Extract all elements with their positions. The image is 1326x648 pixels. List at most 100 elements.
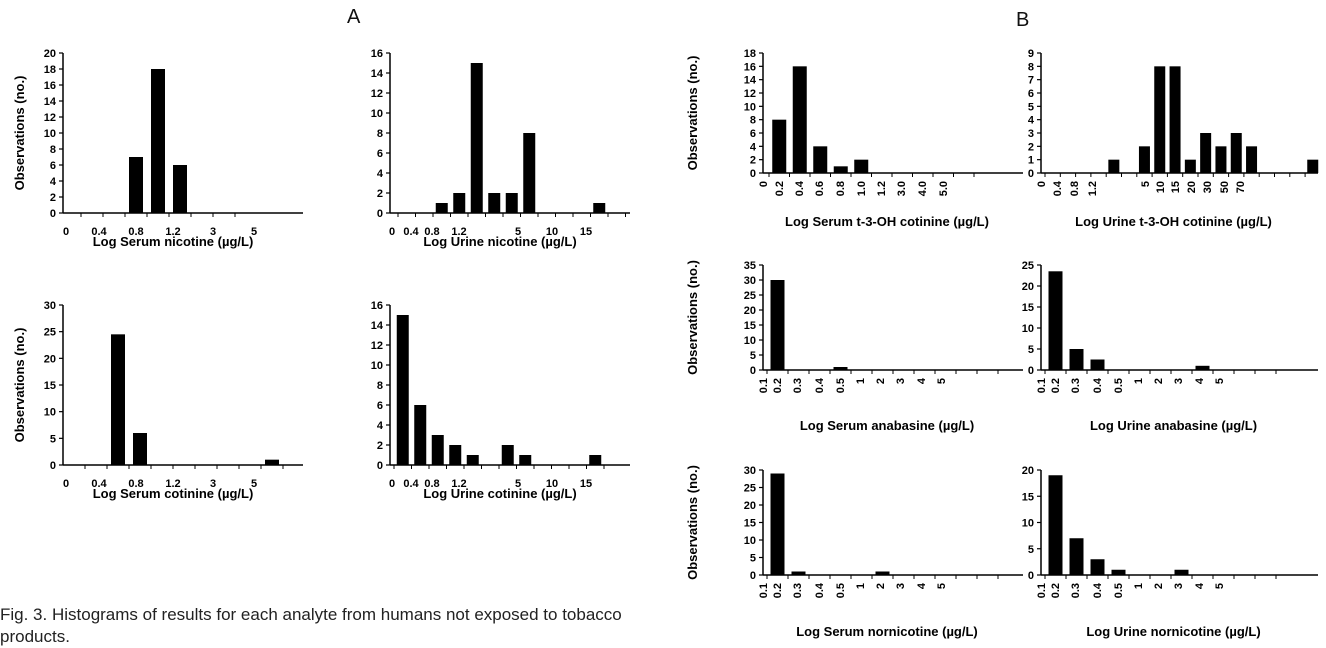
x-tick-label: 1.2 [165,478,180,490]
x-tick-label: 1 [855,583,867,589]
x-axis-label: Log Serum cotinine (µg/L) [93,486,254,501]
y-tick-label: 10 [371,360,383,372]
histogram-chart: 0 5 10 15 20 25 30 0.1 0.2 0.3 0.4 0.5 1 2 3 4 5 Log Seru… [685,465,1023,639]
histogram-bar [791,571,806,575]
x-tick-label: 5.0 [938,181,950,196]
x-tick-label: 0.3 [792,583,804,598]
histogram-bar [488,193,501,213]
x-tick-label: 50 [1219,181,1231,193]
x-tick-label: 0.1 [1036,583,1048,598]
y-axis-label: Observations (no.) [685,465,700,580]
y-tick-label: 0 [377,460,383,472]
histogram-bar [129,157,143,213]
histogram-bar [133,433,147,465]
x-tick-label: 0.2 [772,378,784,393]
y-tick-label: 8 [377,380,383,392]
histogram-bar [435,203,448,213]
y-tick-label: 2 [750,155,756,167]
x-tick-label: 4 [916,377,928,384]
y-tick-label: 10 [744,101,756,113]
x-tick-label: 0.1 [758,378,770,393]
x-tick-label: 0.1 [758,583,770,598]
y-tick-label: 8 [1028,61,1034,73]
y-tick-label: 20 [1022,281,1034,293]
histogram-bar [1138,146,1150,173]
x-tick-label: 2 [875,378,887,384]
y-tick-label: 25 [44,327,56,339]
y-tick-label: 0 [1028,365,1034,377]
histogram-bar [813,146,828,173]
x-tick-label: 5 [936,583,948,589]
y-tick-label: 30 [744,275,756,287]
x-tick-label: 3 [210,226,216,238]
x-tick-label: 0.4 [1092,582,1104,598]
y-tick-label: 5 [1028,544,1034,556]
y-axis-label: Observations (no.) [12,76,27,191]
y-axis-label: Observations (no.) [12,328,27,443]
histogram-bar [1246,146,1258,173]
x-tick-label: 0.5 [1113,378,1125,393]
y-tick-label: 15 [44,380,56,392]
histogram-bar [1048,475,1063,575]
x-tick-label: 1 [1133,378,1145,384]
x-tick-label: 5 [515,478,521,490]
y-tick-label: 4 [377,168,384,180]
histogram-bar [396,315,409,465]
x-axis-label: Log Urine nornicotine (µg/L) [1086,624,1260,639]
histogram-bar [501,445,514,465]
histogram-bar [1195,365,1210,370]
y-tick-label: 0 [1028,168,1034,180]
histogram-bar [431,435,444,465]
y-tick-label: 8 [750,115,756,127]
y-tick-label: 6 [377,148,383,160]
y-tick-label: 12 [44,112,56,124]
y-tick-label: 10 [44,128,56,140]
x-tick-label: 1.2 [451,226,466,238]
histogram-bar [519,455,532,465]
x-tick-label: 15 [580,226,592,238]
x-tick-label: 15 [1170,181,1182,193]
x-tick-label: 4.0 [917,181,929,196]
x-tick-label: 4 [1194,377,1206,384]
y-tick-label: 10 [1022,518,1034,530]
y-axis-label: Observations (no.) [685,260,700,375]
y-tick-label: 20 [744,305,756,317]
y-tick-label: 2 [50,192,56,204]
x-tick-label: 0.6 [814,181,826,196]
y-tick-label: 14 [44,96,57,108]
x-axis-label: Log Urine anabasine (µg/L) [1090,418,1257,433]
y-tick-label: 0 [1028,570,1034,582]
y-tick-label: 16 [371,300,383,312]
x-tick-label: 5 [515,226,521,238]
x-tick-label: 3 [210,478,216,490]
y-tick-label: 6 [377,400,383,412]
y-tick-label: 8 [377,128,383,140]
y-tick-label: 2 [1028,141,1034,153]
histogram-bar [1069,349,1084,370]
histogram-bar [265,459,279,465]
y-tick-label: 4 [1028,115,1035,127]
y-tick-label: 20 [44,48,56,60]
y-tick-label: 16 [371,48,383,60]
y-tick-label: 8 [50,144,56,156]
y-tick-label: 0 [50,460,56,472]
x-tick-label: 1 [1133,583,1145,589]
histogram-bar [1174,569,1189,575]
histogram-bar [1048,271,1063,370]
histogram-chart: 0 5 10 15 20 0.1 0.2 0.3 0.4 0.5 1 2 3 4 5 Log Urine no… [1022,465,1318,639]
histogram-bar [854,159,869,173]
y-tick-label: 2 [377,188,383,200]
y-tick-label: 35 [744,260,756,272]
x-tick-label: 0 [63,478,69,490]
y-tick-label: 5 [750,350,756,362]
y-tick-label: 14 [744,75,757,87]
histogram-bar [833,367,848,370]
y-tick-label: 10 [44,407,56,419]
x-axis-label: Log Serum nornicotine (µg/L) [796,624,978,639]
y-tick-label: 10 [1022,323,1034,335]
x-tick-label: 3 [1173,378,1185,384]
x-tick-label: 0.4 [1052,180,1064,196]
histogram-chart: 0 2 4 6 8 10 12 14 16 0 0.4 0.8 1.2 5 10 15 Log Urine co… [371,300,630,501]
